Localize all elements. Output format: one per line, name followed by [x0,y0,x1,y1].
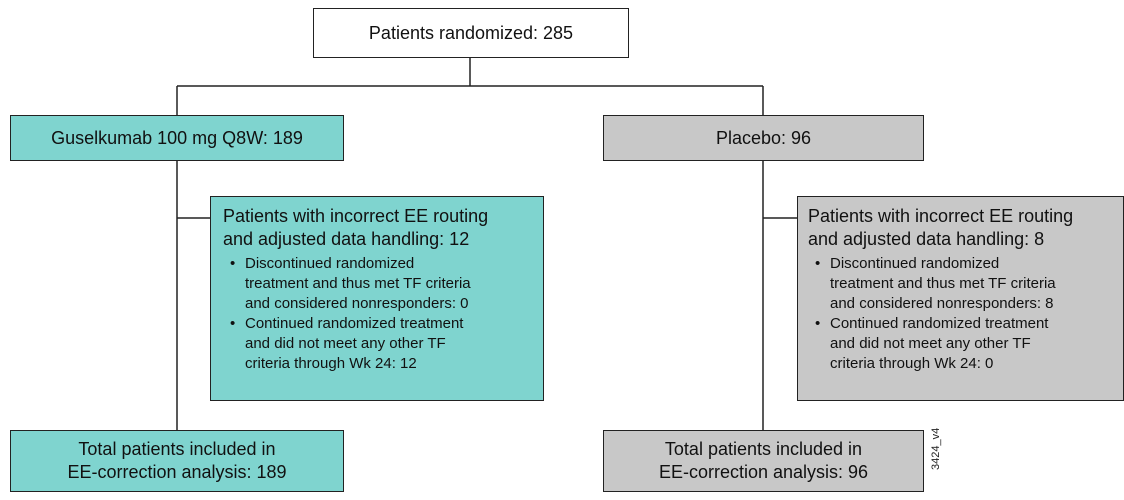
box-text: Total patients included in [664,439,863,459]
box-heading: and adjusted data handling: 12 [223,229,470,249]
bullet-text: and considered nonresponders: 0 [245,295,469,312]
bullet-text: and did not meet any other TF [830,335,1031,352]
arm-box: Placebo: 96 [603,115,924,161]
bullet-text: Continued randomized treatment [223,314,543,334]
bullet-text: criteria through Wk 24: 0 [830,355,994,372]
box-text: EE-correction analysis: 96 [658,462,869,482]
bullet-text: treatment and thus met TF criteria [245,275,471,292]
total-box: Total patients included in EE-correction… [10,430,344,492]
bullet-text: and did not meet any other TF [245,335,446,352]
bullet-text: Discontinued randomized [808,254,1123,274]
box-text: Guselkumab 100 mg Q8W: 189 [51,127,303,148]
box-heading: and adjusted data handling: 8 [808,229,1045,249]
box-text: Total patients included in [78,439,276,459]
randomized-box: Patients randomized: 285 [313,8,629,58]
box-heading: Patients with incorrect EE routing [808,206,1074,226]
box-heading: Patients with incorrect EE routing [223,206,489,226]
box-text: Patients randomized: 285 [368,22,574,43]
bullet-text: Continued randomized treatment [808,314,1123,334]
box-text: Placebo: 96 [715,127,812,148]
box-text: EE-correction analysis: 189 [67,462,287,482]
detail-box: Patients with incorrect EE routing and a… [797,196,1124,401]
total-box: Total patients included in EE-correction… [603,430,924,492]
detail-box: Patients with incorrect EE routing and a… [210,196,544,401]
bullet-text: and considered nonresponders: 8 [830,295,1054,312]
figure-id: 3424_v4 [930,427,942,470]
arm-box: Guselkumab 100 mg Q8W: 189 [10,115,344,161]
bullet-text: treatment and thus met TF criteria [830,275,1056,292]
bullet-text: Discontinued randomized [223,254,543,274]
bullet-text: criteria through Wk 24: 12 [245,355,417,372]
